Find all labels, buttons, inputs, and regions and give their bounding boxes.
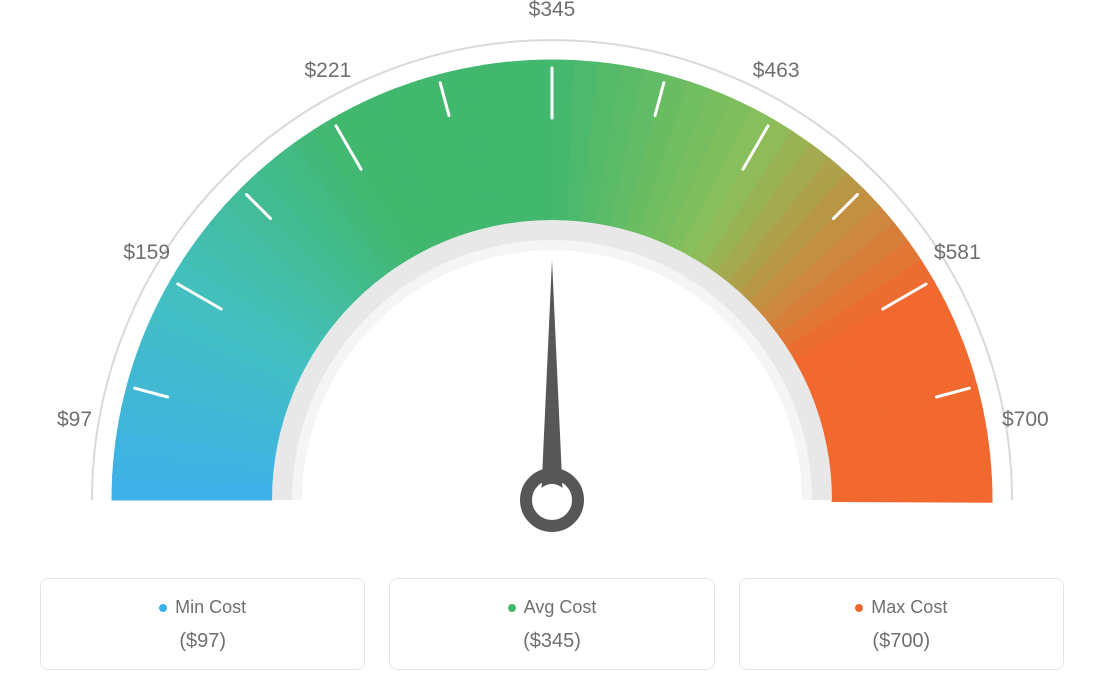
dot-icon <box>508 604 516 612</box>
scale-label: $345 <box>529 0 576 22</box>
legend-max-value: ($700) <box>750 630 1053 653</box>
scale-label: $221 <box>305 59 352 83</box>
scale-label: $700 <box>1002 408 1049 432</box>
legend-max-card: Max Cost ($700) <box>739 578 1064 670</box>
legend-max-title: Max Cost <box>855 597 947 618</box>
legend-min-title: Min Cost <box>159 597 246 618</box>
legend-max-label: Max Cost <box>871 597 947 618</box>
cost-gauge-widget: $97 $159 $221 $345 $463 $581 $700 Min Cost ($9… <box>0 0 1104 690</box>
scale-label: $581 <box>934 241 981 265</box>
legend-avg-label: Avg Cost <box>524 597 597 618</box>
dot-icon <box>855 604 863 612</box>
legend-avg-card: Avg Cost ($345) <box>389 578 714 670</box>
legend-avg-value: ($345) <box>400 630 703 653</box>
legend-row: Min Cost ($97) Avg Cost ($345) Max Cost … <box>40 578 1064 670</box>
legend-min-value: ($97) <box>51 630 354 653</box>
legend-avg-title: Avg Cost <box>508 597 597 618</box>
scale-label: $97 <box>57 408 92 432</box>
gauge-chart: $97 $159 $221 $345 $463 $581 $700 <box>0 0 1104 560</box>
legend-min-label: Min Cost <box>175 597 246 618</box>
gauge-svg <box>0 0 1104 560</box>
legend-min-card: Min Cost ($97) <box>40 578 365 670</box>
scale-label: $463 <box>753 59 800 83</box>
scale-label: $159 <box>123 241 170 265</box>
dot-icon <box>159 604 167 612</box>
